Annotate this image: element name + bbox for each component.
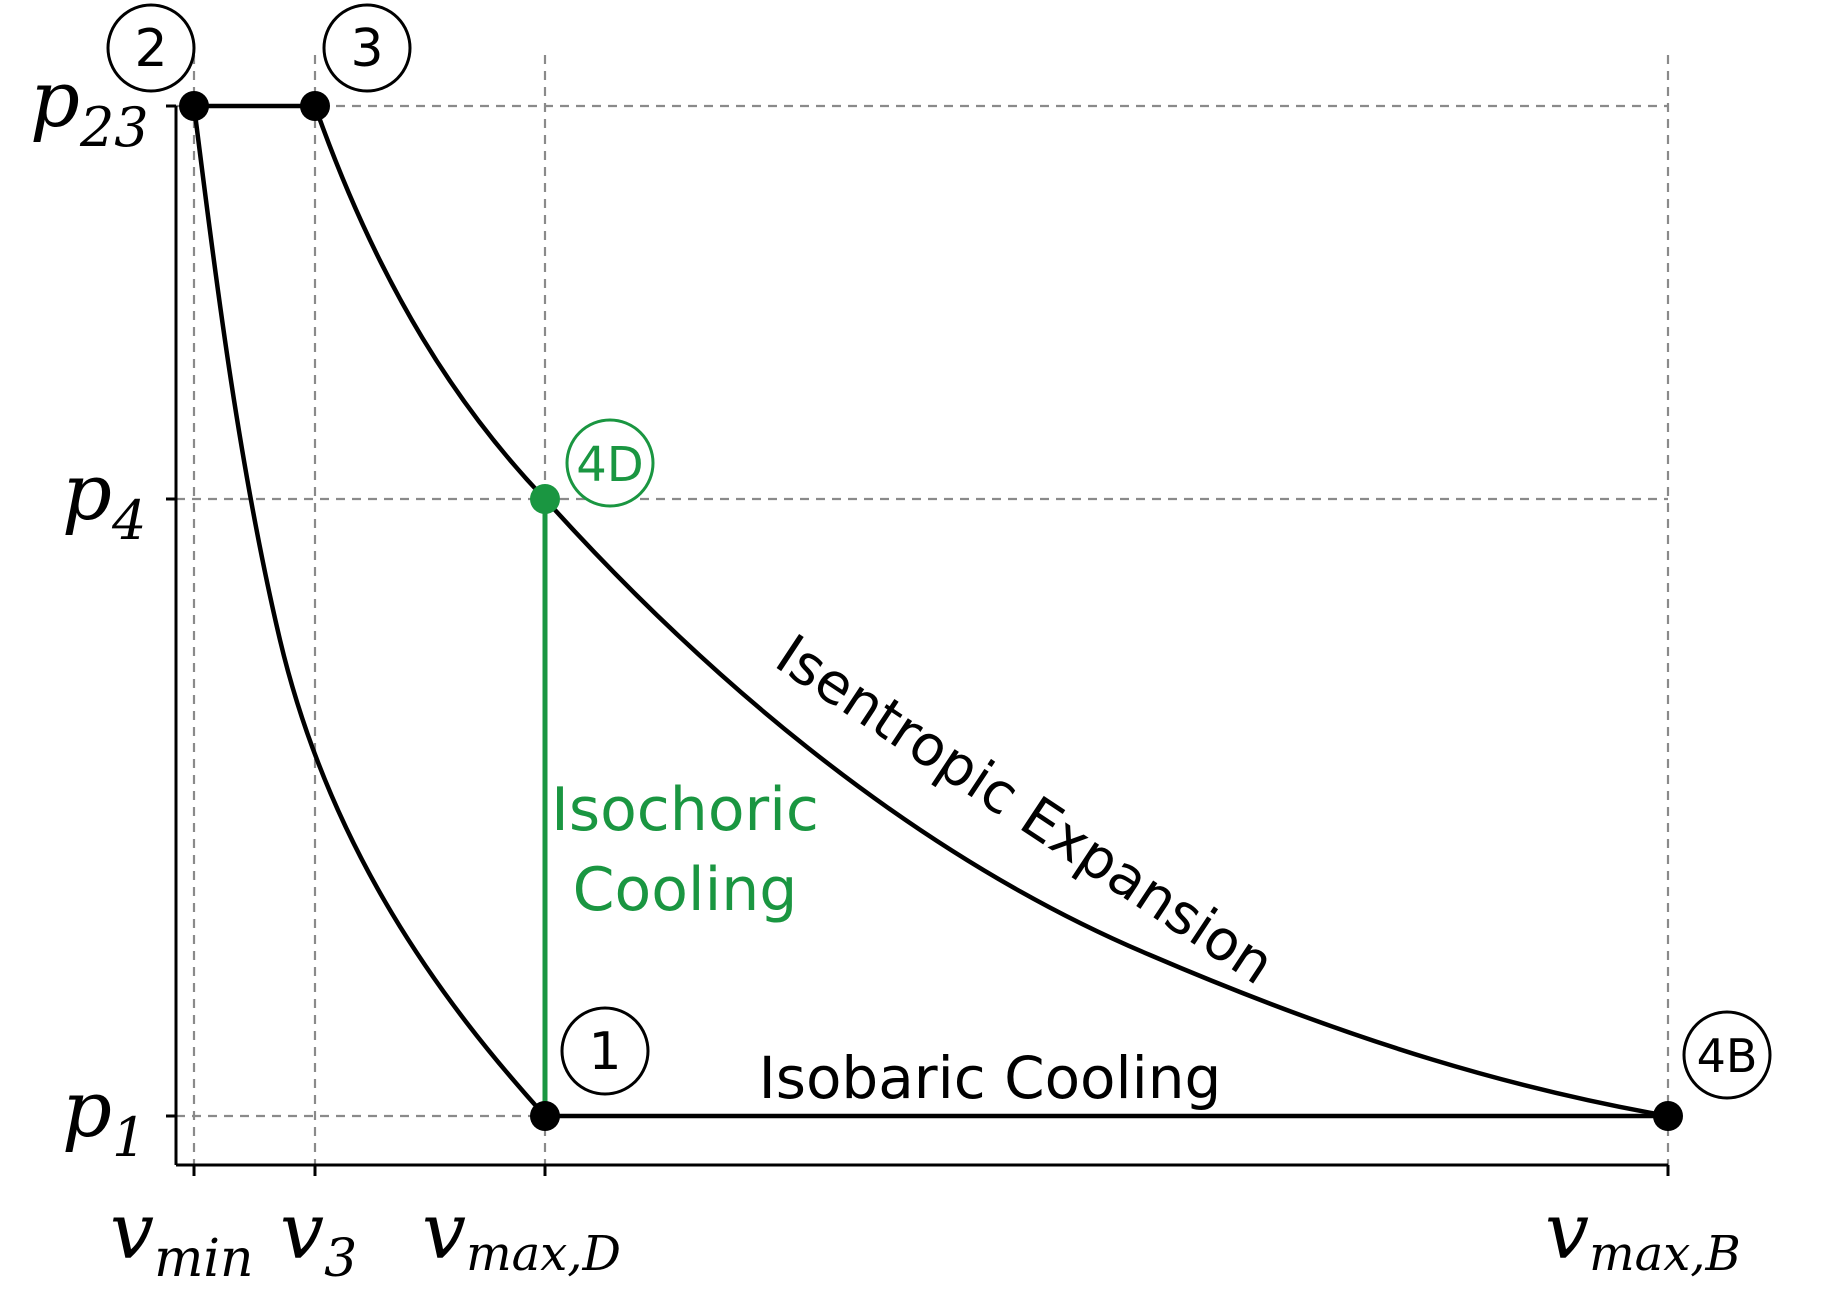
axes <box>166 104 1670 1176</box>
label-isobaric-cooling: Isobaric Cooling <box>759 1044 1222 1112</box>
label-isochoric-cooling-line2: Cooling <box>573 855 798 925</box>
state-point-2 <box>179 91 209 121</box>
label-isentropic-expansion: Isentropic Expansion <box>764 622 1285 997</box>
x-label-vmaxD: vmax,D <box>422 1187 621 1282</box>
state-points <box>179 91 1683 1131</box>
state-point-3 <box>300 91 330 121</box>
state-label-2: 2 <box>106 3 196 93</box>
processes <box>191 103 1669 1119</box>
label-isochoric-cooling-line1: Isochoric <box>551 775 819 845</box>
state-label-3-text: 3 <box>350 19 383 79</box>
state-label-4B: 4B <box>1682 1010 1772 1100</box>
state-label-3-ring <box>322 3 412 93</box>
x-label-vmin: vmin <box>110 1187 254 1289</box>
y-label-p4: p4 <box>62 448 146 552</box>
state-label-1-ring <box>560 1006 650 1096</box>
grid <box>176 55 1670 1170</box>
state-label-2-ring <box>106 3 196 93</box>
x-label-v3: v3 <box>280 1187 357 1289</box>
state-label-4D: 4D <box>565 418 655 508</box>
state-label-4B-text: 4B <box>1697 1029 1758 1083</box>
state-label-2-text: 2 <box>134 19 167 79</box>
state-point-1 <box>530 1101 560 1131</box>
y-label-p1: p1 <box>62 1065 146 1169</box>
state-label-4D-text: 4D <box>576 437 644 493</box>
state-label-1-text: 1 <box>588 1022 621 1082</box>
state-label-1: 1 <box>560 1006 650 1096</box>
state-label-4D-ring <box>565 418 655 508</box>
isentropic-expansion-curve-3-4B <box>312 105 1669 1119</box>
isentropic-compression-curve-1-2 <box>191 105 547 1118</box>
y-label-p23: p23 <box>30 55 149 159</box>
x-label-vmaxB: vmax,B <box>1545 1187 1741 1282</box>
state-point-4B <box>1653 1101 1683 1131</box>
state-point-4D <box>530 484 560 514</box>
state-label-4B-ring <box>1682 1010 1772 1100</box>
state-label-3: 3 <box>322 3 412 93</box>
